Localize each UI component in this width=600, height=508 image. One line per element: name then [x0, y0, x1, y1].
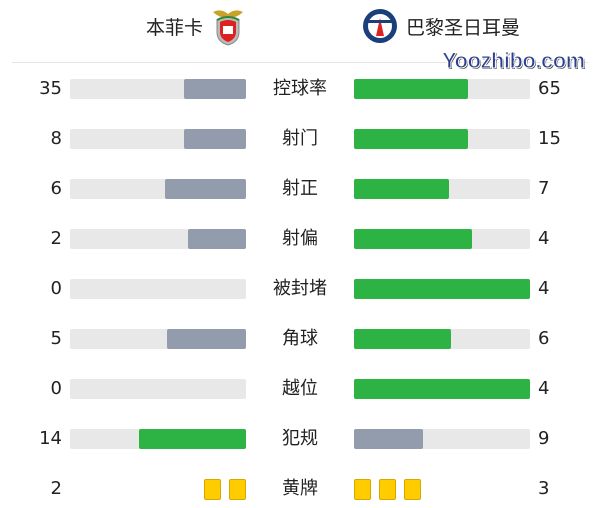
yellow-card-icon [379, 479, 396, 500]
home-bar [70, 379, 246, 399]
away-bar-fill [354, 179, 450, 199]
home-bar-fill [184, 79, 246, 99]
home-value: 0 [50, 378, 62, 399]
away-bar-fill [354, 79, 469, 99]
away-bar [354, 379, 530, 399]
home-value: 2 [50, 478, 62, 499]
home-bar-fill [166, 329, 246, 349]
stat-label: 越位 [282, 378, 318, 399]
away-value: 4 [538, 228, 550, 249]
header-divider [12, 62, 588, 63]
home-bar [70, 79, 246, 99]
psg-crest-icon [363, 9, 397, 43]
home-bar-fill [165, 179, 246, 199]
away-value: 4 [538, 278, 550, 299]
match-header: 本菲卡 巴黎圣日耳曼 [0, 0, 600, 60]
stat-label: 射门 [282, 128, 318, 149]
away-team[interactable]: 巴黎圣日耳曼 [362, 8, 520, 44]
stat-row: 8 射门 15 [0, 127, 600, 151]
stat-row-yellow-cards: 2 黄牌 3 [0, 477, 600, 501]
home-team-name: 本菲卡 [145, 16, 203, 39]
away-bar [354, 279, 530, 299]
stat-label: 射正 [282, 178, 318, 199]
home-yellow-cards [204, 479, 246, 500]
away-bar [354, 129, 530, 149]
away-value: 9 [538, 428, 550, 449]
yellow-card-icon [204, 479, 221, 500]
stat-row: 6 射正 7 [0, 177, 600, 201]
away-value: 7 [538, 178, 550, 199]
watermark: Yoozhibo.com [442, 48, 586, 74]
home-value: 5 [50, 328, 62, 349]
yellow-card-icon [354, 479, 371, 500]
stat-row: 0 被封堵 4 [0, 277, 600, 301]
benfica-crest-icon [213, 10, 243, 46]
home-value: 8 [50, 128, 62, 149]
home-value: 2 [50, 228, 62, 249]
home-bar [70, 329, 246, 349]
stat-label: 角球 [282, 328, 318, 349]
stat-row: 35 控球率 65 [0, 77, 600, 101]
home-value: 35 [39, 78, 62, 99]
home-bar [70, 179, 246, 199]
home-value: 0 [50, 278, 62, 299]
home-value: 14 [39, 428, 62, 449]
away-bar-fill [354, 379, 530, 399]
home-value: 6 [50, 178, 62, 199]
home-bar [70, 279, 246, 299]
away-bar [354, 179, 530, 199]
stat-row: 14 犯规 9 [0, 427, 600, 451]
away-bar [354, 229, 530, 249]
away-bar-fill [354, 329, 451, 349]
away-value: 15 [538, 128, 561, 149]
away-bar [354, 429, 530, 449]
stat-label: 黄牌 [282, 478, 318, 499]
stat-label: 被封堵 [273, 278, 327, 299]
away-value: 6 [538, 328, 550, 349]
away-yellow-cards [354, 479, 421, 500]
away-value: 65 [538, 78, 561, 99]
yellow-card-icon [229, 479, 246, 500]
stat-row: 2 射偏 4 [0, 227, 600, 251]
away-bar-fill [354, 129, 469, 149]
away-bar [354, 329, 530, 349]
home-bar-fill [187, 229, 246, 249]
home-bar [70, 429, 246, 449]
stat-row: 0 越位 4 [0, 377, 600, 401]
home-bar-fill [138, 429, 246, 449]
home-bar [70, 129, 246, 149]
home-bar-fill [184, 129, 246, 149]
home-bar [70, 229, 246, 249]
stat-row: 5 角球 6 [0, 327, 600, 351]
stat-label: 控球率 [273, 78, 327, 99]
yellow-card-icon [404, 479, 421, 500]
away-team-name: 巴黎圣日耳曼 [406, 16, 521, 39]
away-bar-fill [354, 429, 423, 449]
stat-label: 犯规 [282, 428, 318, 449]
away-bar-fill [354, 229, 472, 249]
home-team[interactable]: 本菲卡 [145, 8, 245, 46]
stat-label: 射偏 [282, 228, 318, 249]
away-value: 3 [538, 478, 550, 499]
away-bar-fill [354, 279, 530, 299]
away-bar [354, 79, 530, 99]
away-value: 4 [538, 378, 550, 399]
